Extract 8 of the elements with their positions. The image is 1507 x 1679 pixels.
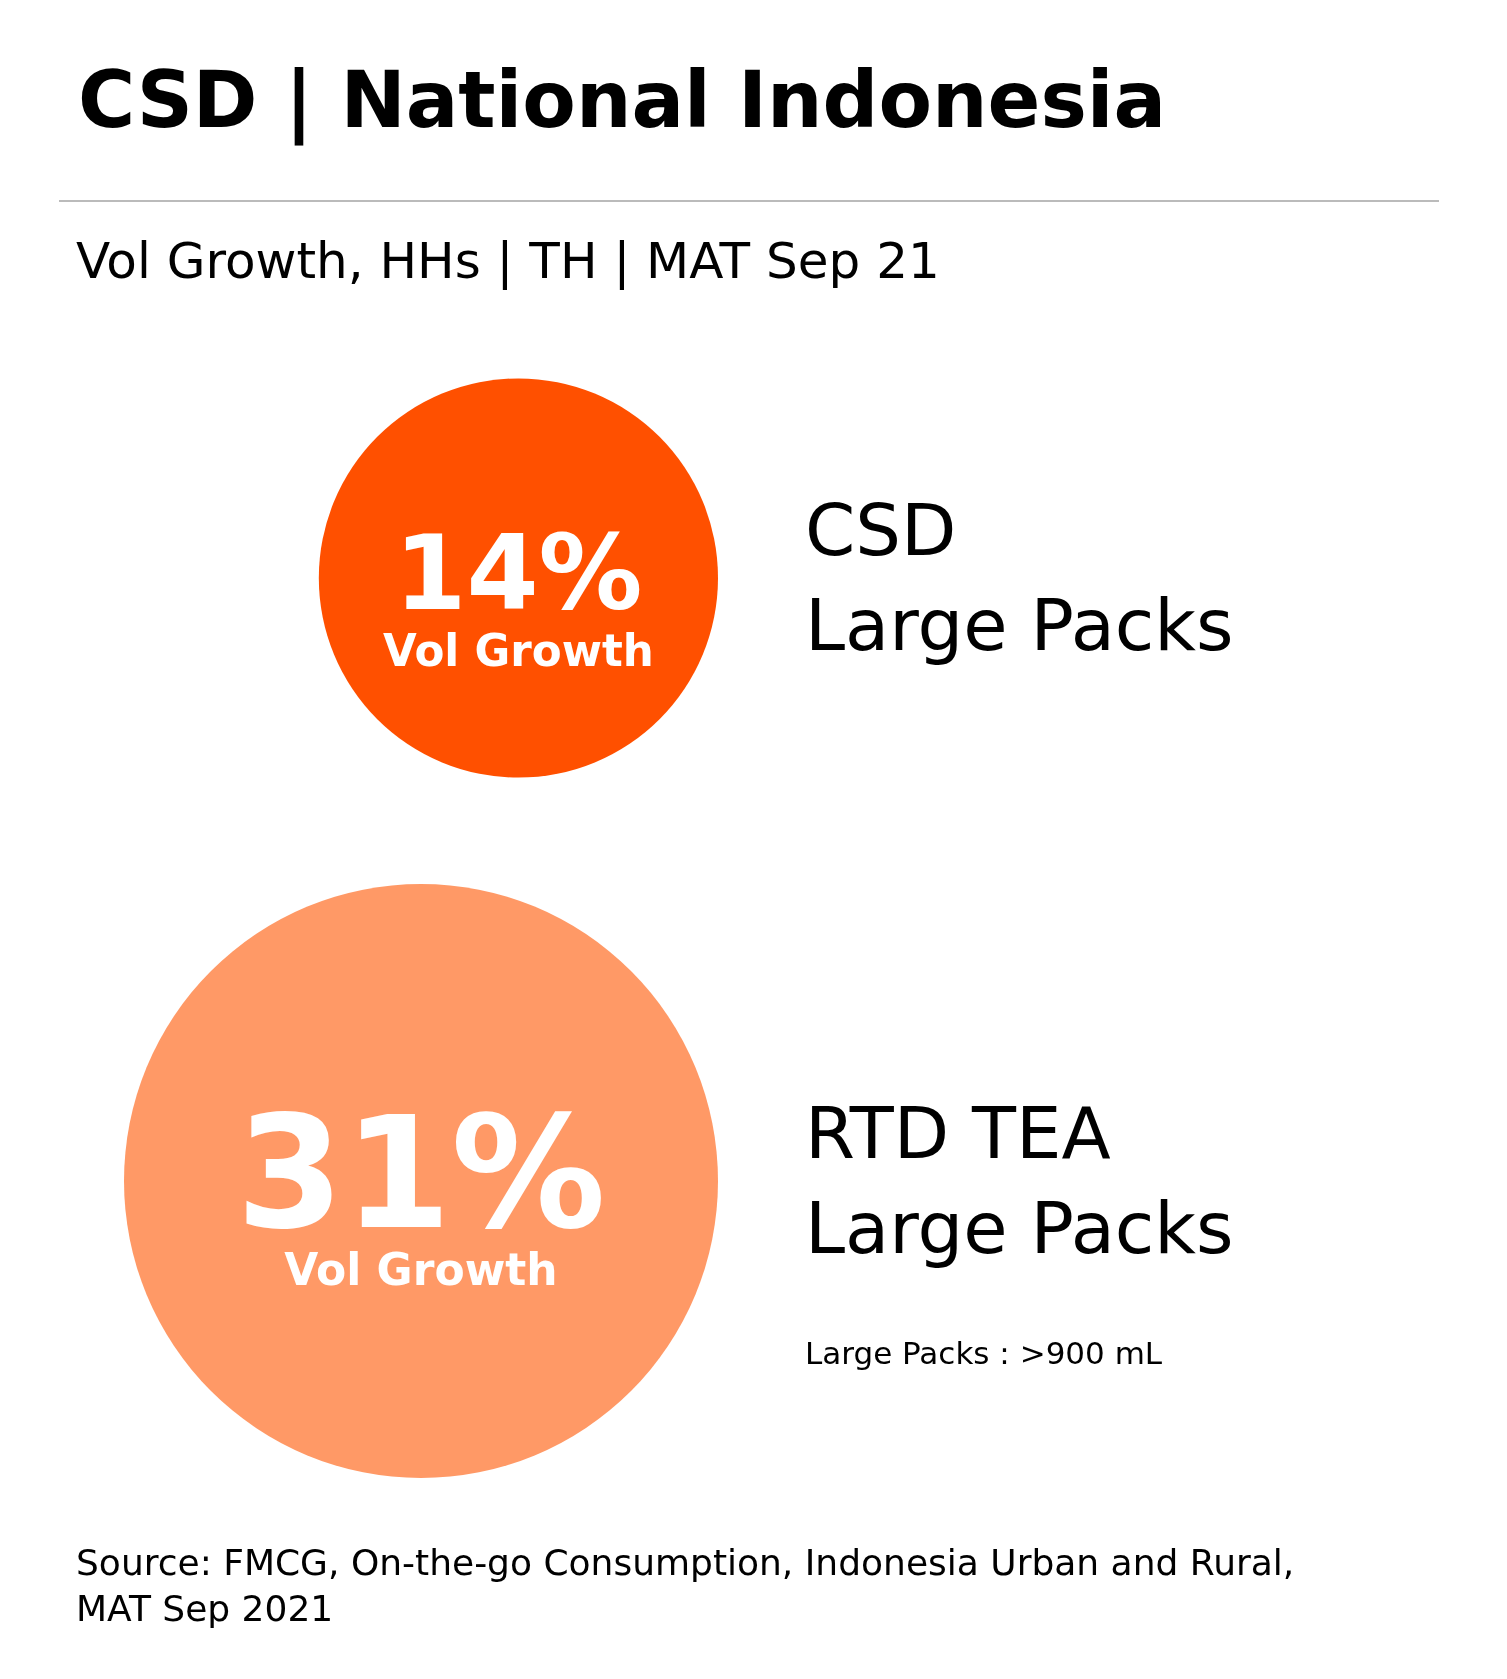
text: Vol Growth, HHs | TH | MAT Sep 21 [76, 232, 940, 290]
text: CSD | National Indonesia [78, 55, 1167, 145]
source-note: Source: FMCG, On-the-go Consumption, Indonesia Urban and Rural, MAT Sep 2021 [76, 1541, 1296, 1631]
data-label: 31% Vol Growth [236, 1084, 606, 1295]
data-label: 14% Vol Growth [383, 513, 654, 676]
category-label: RTD TEA Large Packs [805, 1090, 1234, 1272]
category-label: CSD Large Packs [805, 487, 1234, 669]
text: Large Packs : >900 mL [805, 1335, 1163, 1371]
